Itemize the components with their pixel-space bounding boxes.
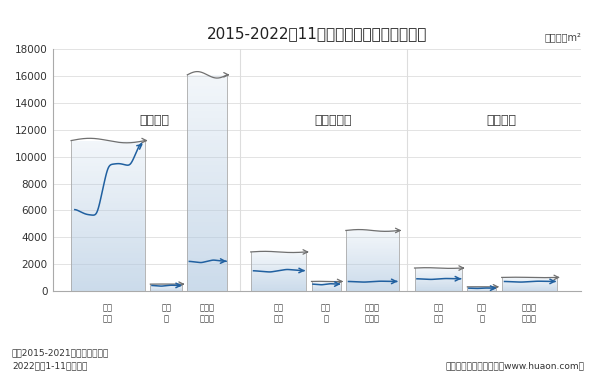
Text: 办公
楼: 办公 楼 — [477, 303, 487, 323]
Text: 新开工面积: 新开工面积 — [314, 114, 352, 127]
Text: 单位：万m²: 单位：万m² — [544, 32, 581, 42]
Text: 商品
住宅: 商品 住宅 — [273, 303, 283, 323]
Text: 商业营
业用房: 商业营 业用房 — [522, 303, 537, 323]
Text: 注：2015-2021年为全年数据；
2022年为1-11月数据。: 注：2015-2021年为全年数据； 2022年为1-11月数据。 — [12, 349, 109, 370]
Text: 商业营
业用房: 商业营 业用房 — [200, 303, 215, 323]
Text: 制图：华经产业研究院（www.huaon.com）: 制图：华经产业研究院（www.huaon.com） — [445, 361, 584, 370]
Text: 商品
住宅: 商品 住宅 — [103, 303, 113, 323]
Text: 施工面积: 施工面积 — [140, 114, 170, 127]
Text: 商品
住宅: 商品 住宅 — [433, 303, 443, 323]
Text: 商业营
业用房: 商业营 业用房 — [365, 303, 380, 323]
Text: 竣工面积: 竣工面积 — [486, 114, 516, 127]
Text: 办公
楼: 办公 楼 — [161, 303, 171, 323]
Title: 2015-2022年11月新疆房地产施工面积情况: 2015-2022年11月新疆房地产施工面积情况 — [207, 26, 427, 41]
Text: 办公
楼: 办公 楼 — [321, 303, 331, 323]
